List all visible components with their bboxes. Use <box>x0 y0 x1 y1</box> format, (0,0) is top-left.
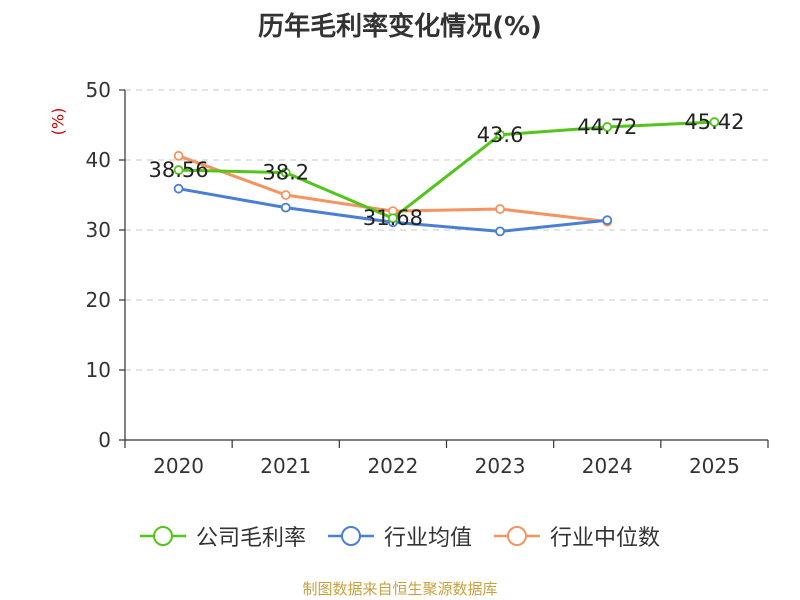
grid-lines <box>125 89 768 371</box>
y-tick-label: 30 <box>86 218 111 242</box>
legend-item-industry-median[interactable]: 行业中位数 <box>494 520 660 552</box>
y-tick-label: 40 <box>86 148 111 172</box>
data-label: 44.72 <box>577 115 637 139</box>
data-point <box>388 213 398 224</box>
axes: 0 10 20 30 40 50 2020 2021 2022 2023 2024 2025 <box>86 78 769 478</box>
y-tick-label: 50 <box>86 78 111 102</box>
data-label: 31.68 <box>363 206 423 230</box>
data-label: 38.2 <box>262 161 309 185</box>
data-point <box>173 165 184 175</box>
legend-item-company[interactable]: 公司毛利率 <box>139 520 306 552</box>
legend-label: 公司毛利率 <box>195 526 306 551</box>
x-tick-label: 2025 <box>689 454 740 478</box>
legend-label: 行业中位数 <box>550 526 661 551</box>
legend-marker-icon <box>139 526 186 546</box>
x-tick-label: 2023 <box>475 454 526 478</box>
y-tick-label: 0 <box>98 428 111 452</box>
y-tick-label: 20 <box>86 288 111 312</box>
data-point <box>602 215 613 226</box>
chart-title: 历年毛利率变化情况(%) <box>258 12 542 42</box>
x-tick-label: 2021 <box>260 454 311 478</box>
source-footer: 制图数据来自恒生聚源数据库 <box>302 580 498 598</box>
legend: 公司毛利率 行业均值 行业中位数 <box>0 520 800 552</box>
legend-label: 行业均值 <box>383 526 472 551</box>
series-line <box>178 120 715 220</box>
data-point <box>495 204 505 214</box>
data-point <box>709 117 720 127</box>
data-label: 38.56 <box>149 158 209 182</box>
legend-marker-icon <box>494 526 540 546</box>
x-tick-label: 2020 <box>153 454 204 478</box>
data-point <box>495 226 505 237</box>
data-label: 45.42 <box>684 110 744 134</box>
data-point <box>173 183 184 194</box>
data-point <box>280 190 291 200</box>
data-point <box>602 122 613 132</box>
data-point <box>495 129 505 140</box>
data-labels: 38.56 38.2 31.68 43.6 44.72 45.42 <box>149 110 745 230</box>
x-tick-label: 2024 <box>582 454 633 478</box>
data-label: 43.6 <box>477 123 524 147</box>
y-tick-label: 10 <box>86 358 111 382</box>
legend-marker-icon <box>327 526 374 546</box>
data-point <box>280 167 291 178</box>
data-point <box>280 202 291 213</box>
x-tick-label: 2022 <box>367 454 418 478</box>
series-points <box>173 117 720 237</box>
legend-item-industry-mean[interactable]: 行业均值 <box>327 520 472 552</box>
data-point <box>173 150 184 161</box>
